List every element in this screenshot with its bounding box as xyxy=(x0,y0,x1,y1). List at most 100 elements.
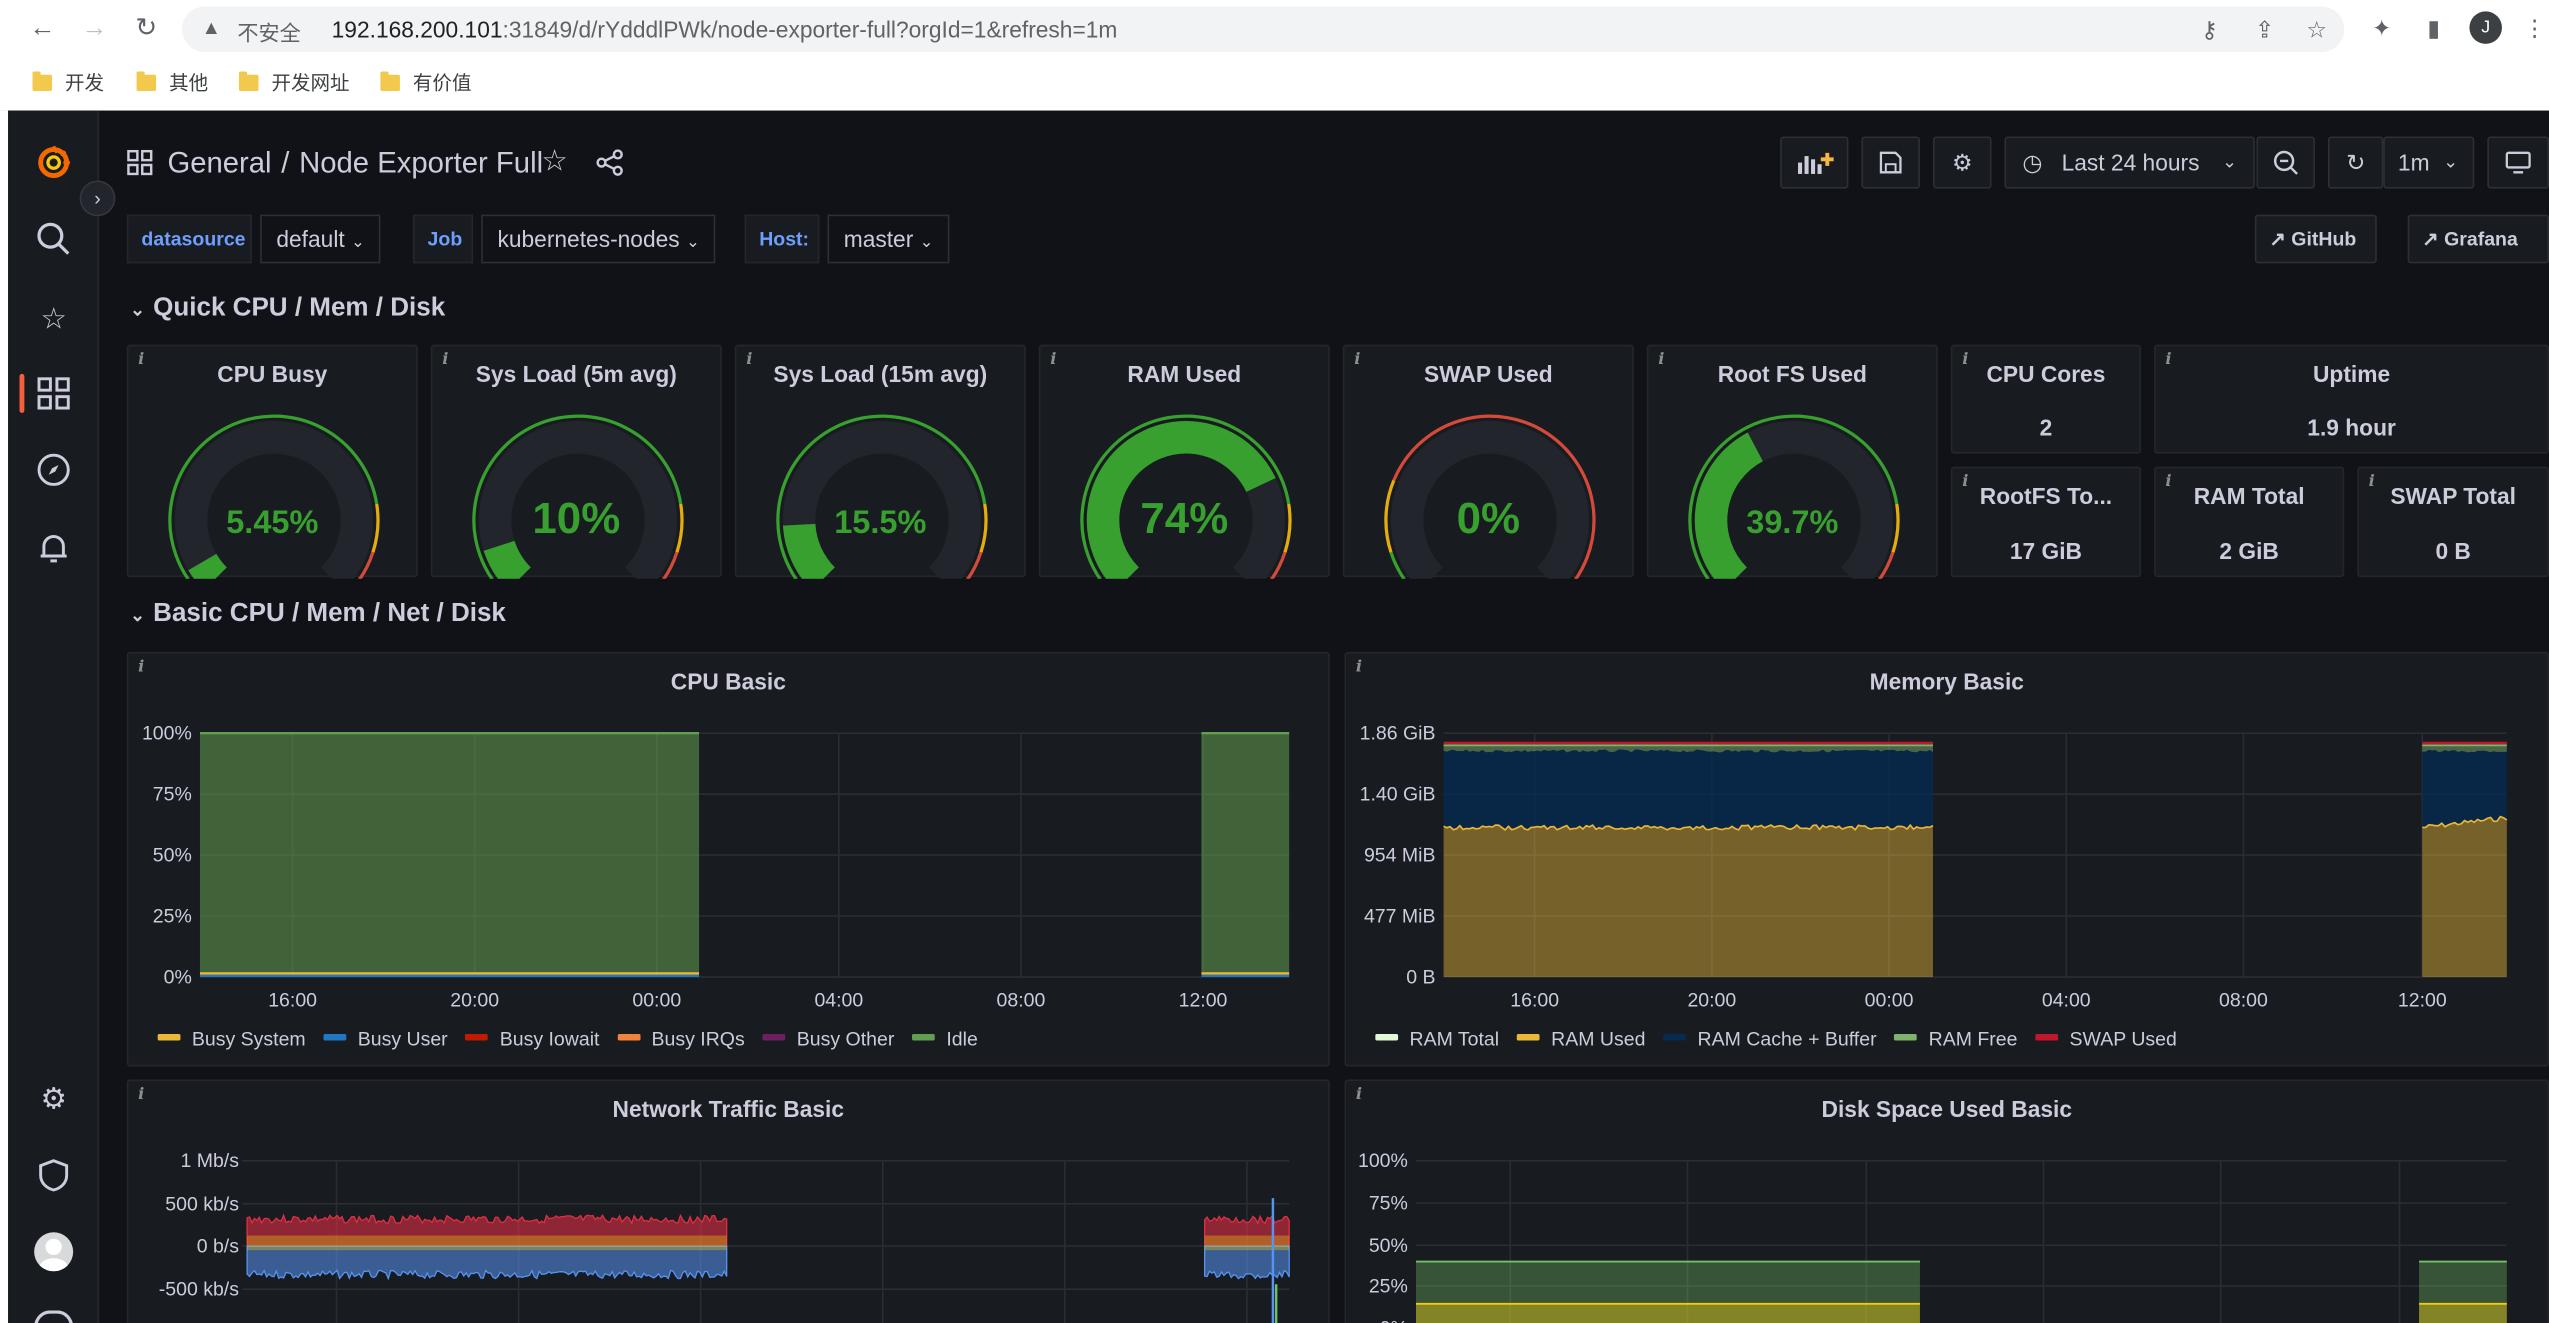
info-icon[interactable]: i xyxy=(1658,351,1665,370)
favorite-star-icon[interactable]: ☆ xyxy=(541,144,568,178)
info-icon[interactable]: i xyxy=(1962,351,1969,370)
gauge-chart xyxy=(472,414,684,579)
expand-menu-chevron-icon[interactable]: › xyxy=(79,180,116,217)
info-icon[interactable]: i xyxy=(442,351,449,370)
bookmark-item[interactable]: 其他 xyxy=(136,68,208,96)
info-icon[interactable]: i xyxy=(138,351,145,370)
stat-panel-ram-total[interactable]: i RAM Total 2 GiB xyxy=(2154,466,2345,578)
bookmark-item[interactable]: 有价值 xyxy=(380,68,471,96)
address-bar[interactable]: ▲ 不安全 192.168.200.101:31849/d/rYdddlPWk/… xyxy=(182,6,2345,53)
panel-memory-basic[interactable]: i Memory Basic 1.86 GiB 1.40 GiB 954 MiB 47… xyxy=(1344,651,2549,1069)
legend-item[interactable]: RAM Free xyxy=(1894,1027,2018,1050)
time-picker-button[interactable]: ◷ Last 24 hours ⌄ xyxy=(2004,136,2255,189)
user-avatar[interactable] xyxy=(34,1232,74,1272)
key-icon[interactable]: ⚷ xyxy=(2200,16,2218,43)
legend-item[interactable]: RAM Total xyxy=(1375,1027,1499,1050)
info-icon[interactable]: i xyxy=(2368,473,2375,491)
sidepanel-icon[interactable]: ▮ xyxy=(2427,14,2440,41)
cpu-basic-chart[interactable]: 100% 75% 50% 25% 0% 16:00 20:00 00:00 04:00 08:00… xyxy=(128,654,1331,1069)
grafana-link-button[interactable]: ↗ Grafana xyxy=(2407,214,2549,264)
extensions-icon[interactable]: ✦ xyxy=(2372,14,2392,41)
legend-item[interactable]: Idle xyxy=(912,1027,978,1050)
variable-select-datasource[interactable]: default ⌄ xyxy=(260,214,381,264)
gauge-panel[interactable]: i SWAP Used 0% xyxy=(1342,344,1634,579)
dashboard-settings-button[interactable]: ⚙ xyxy=(1932,136,1992,189)
row-header-quick[interactable]: ⌄ Quick CPU / Mem / Disk xyxy=(130,294,446,322)
save-dashboard-button[interactable] xyxy=(1861,136,1920,189)
stat-panel-uptime[interactable]: i Uptime 1.9 hour xyxy=(2154,344,2549,454)
info-icon[interactable]: i xyxy=(1355,658,1363,677)
gauge-threshold-band xyxy=(357,551,375,579)
back-icon[interactable]: ← xyxy=(29,14,56,43)
panel-network-traffic-basic[interactable]: i Network Traffic Basic 1 Mb/s 500 kb/s 0 … xyxy=(126,1079,1331,1323)
panel-cpu-basic[interactable]: i CPU Basic 100% 75% 50% 25% 0% 16:00 20:00 00:… xyxy=(126,651,1331,1069)
memory-basic-chart[interactable]: 1.86 GiB 1.40 GiB 954 MiB 477 MiB 0 B 16:00 20… xyxy=(1346,654,2549,1069)
info-icon[interactable]: i xyxy=(138,658,145,677)
bookmark-star-icon[interactable]: ☆ xyxy=(2306,16,2327,43)
stat-panel-swap-total[interactable]: i SWAP Total 0 B xyxy=(2357,466,2549,578)
info-icon[interactable]: i xyxy=(2165,351,2172,370)
gauge-panel[interactable]: i Sys Load (15m avg) 15.5% xyxy=(734,344,1026,579)
add-panel-button[interactable] xyxy=(1780,136,1849,189)
share-icon[interactable]: ⇪ xyxy=(2255,16,2275,43)
folder-icon xyxy=(380,71,400,92)
x-tick-label: 20:00 xyxy=(450,989,499,1011)
legend-item[interactable]: Busy IRQs xyxy=(617,1027,745,1050)
info-icon[interactable]: i xyxy=(1354,351,1361,370)
info-icon[interactable]: i xyxy=(1050,351,1057,370)
info-icon[interactable]: i xyxy=(1962,473,1969,491)
share-dashboard-icon[interactable] xyxy=(595,148,624,177)
url-text[interactable]: 192.168.200.101:31849/d/rYdddlPWk/node-e… xyxy=(332,16,1118,42)
dashboards-icon[interactable] xyxy=(34,376,73,415)
grafana-logo-icon[interactable] xyxy=(34,143,73,182)
profile-avatar[interactable]: J xyxy=(2469,11,2502,44)
info-icon[interactable]: i xyxy=(138,1085,145,1104)
help-icon[interactable] xyxy=(34,1310,74,1323)
network-traffic-chart[interactable]: 1 Mb/s 500 kb/s 0 b/s -500 kb/s xyxy=(128,1081,1331,1323)
alerting-bell-icon[interactable] xyxy=(34,530,73,569)
info-icon[interactable]: i xyxy=(746,351,753,370)
page-title[interactable]: Node Exporter Full xyxy=(299,146,544,179)
chevron-down-icon: ⌄ xyxy=(2221,152,2237,173)
legend-item[interactable]: Busy Other xyxy=(762,1027,894,1050)
gauge-panel[interactable]: i RAM Used 74% xyxy=(1038,344,1330,579)
row-header-basic[interactable]: ⌄ Basic CPU / Mem / Net / Disk xyxy=(130,599,506,628)
disk-space-chart[interactable]: 100% 75% 50% 25% 0% xyxy=(1346,1081,2549,1323)
legend-item[interactable]: RAM Used xyxy=(1517,1027,1645,1050)
bookmark-item[interactable]: 开发网址 xyxy=(238,68,350,96)
stat-panel-rootfs-total[interactable]: i RootFS To... 17 GiB xyxy=(1950,466,2142,578)
variable-select-host[interactable]: master ⌄ xyxy=(827,214,950,264)
refresh-interval-picker[interactable]: 1m ⌄ xyxy=(2383,136,2475,189)
legend-swatch xyxy=(1663,1033,1687,1041)
reload-icon[interactable]: ↻ xyxy=(135,14,158,43)
stat-panel-cpu-cores[interactable]: i CPU Cores 2 xyxy=(1950,344,2142,454)
bookmark-item[interactable]: 开发 xyxy=(32,68,104,96)
gauge-panel[interactable]: i Root FS Used 39.7% xyxy=(1646,344,1938,579)
ram-cache-buffer-area xyxy=(2422,749,2507,828)
menu-dots-icon[interactable]: ⋮ xyxy=(2523,14,2546,41)
refresh-dashboard-button[interactable]: ↻ xyxy=(2328,136,2384,189)
forward-icon[interactable]: → xyxy=(81,14,108,43)
gauge-panel[interactable]: i Sys Load (5m avg) 10% xyxy=(430,344,722,579)
panel-title: Root FS Used xyxy=(1717,360,1867,387)
legend-item[interactable]: Busy Iowait xyxy=(465,1027,599,1050)
legend-item[interactable]: SWAP Used xyxy=(2035,1027,2177,1050)
zoom-out-button[interactable] xyxy=(2256,136,2315,189)
server-admin-shield-icon[interactable] xyxy=(34,1157,73,1196)
legend-item[interactable]: Busy System xyxy=(157,1027,306,1050)
panel-disk-space-basic[interactable]: i Disk Space Used Basic 100% 75% 50% 25% 0% xyxy=(1344,1079,2549,1323)
configuration-gear-icon[interactable]: ⚙ xyxy=(40,1082,67,1116)
variable-select-job[interactable]: kubernetes-nodes ⌄ xyxy=(481,214,716,264)
tv-mode-button[interactable] xyxy=(2487,136,2549,189)
breadcrumb-folder[interactable]: General xyxy=(167,146,272,179)
legend-item[interactable]: RAM Cache + Buffer xyxy=(1663,1027,1877,1050)
info-icon[interactable]: i xyxy=(2165,473,2172,491)
gauge-value-arc xyxy=(1086,421,1276,579)
github-link-button[interactable]: ↗ GitHub xyxy=(2254,214,2377,264)
search-icon[interactable] xyxy=(34,221,73,260)
legend-item[interactable]: Busy User xyxy=(323,1027,448,1050)
explore-compass-icon[interactable] xyxy=(34,452,73,491)
gauge-panel[interactable]: i CPU Busy 5.45% xyxy=(126,344,418,579)
starred-icon[interactable]: ☆ xyxy=(40,302,67,335)
info-icon[interactable]: i xyxy=(1355,1085,1363,1104)
